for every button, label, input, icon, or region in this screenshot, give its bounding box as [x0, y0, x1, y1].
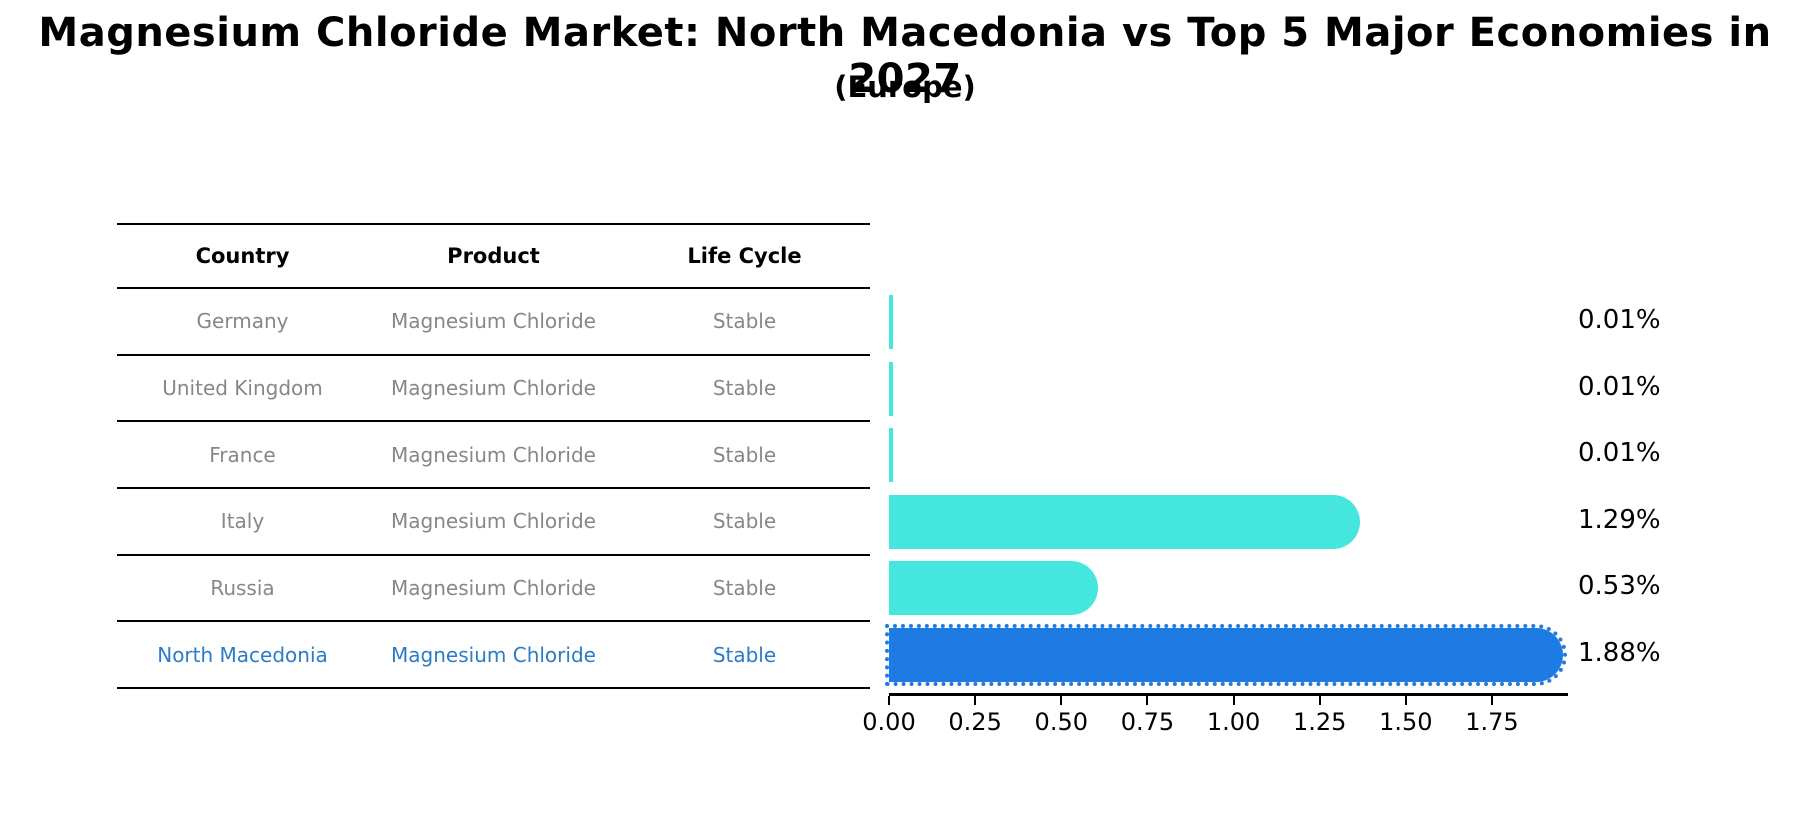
- table-header-life-cycle: Life Cycle: [687, 244, 802, 268]
- bar-value-label: 0.53%: [1578, 571, 1661, 602]
- bar-value-label: 0.01%: [1578, 305, 1661, 335]
- life-cycle-cell: Stable: [712, 376, 777, 401]
- x-axis-tick-label: 1.25: [1292, 708, 1347, 736]
- country-cell: United Kingdom: [162, 376, 323, 401]
- product-cell: Magnesium Chloride: [391, 576, 596, 601]
- x-axis-tick-mark: [1232, 696, 1235, 705]
- x-axis-tick-label: 1.50: [1379, 708, 1433, 736]
- bar-france: [889, 428, 893, 483]
- table-row: France Magnesium Chloride Stable: [117, 422, 870, 490]
- x-axis-tick-mark: [1146, 696, 1149, 705]
- x-axis-tick-label: 1.75: [1465, 708, 1519, 736]
- table-row: Italy Magnesium Chloride Stable: [117, 489, 870, 556]
- table-row: United Kingdom Magnesium Chloride Stable: [117, 356, 870, 423]
- country-cell: Italy: [220, 509, 265, 534]
- table-header-country: Country: [195, 244, 290, 268]
- chart-title: Magnesium Chloride Market: North Macedon…: [38, 10, 1772, 102]
- bar-value-label: 0.01%: [1578, 438, 1661, 469]
- x-axis-tick-mark: [1060, 696, 1063, 705]
- life-cycle-cell: Stable: [712, 509, 777, 534]
- life-cycle-cell: Stable: [712, 442, 777, 467]
- product-cell: Magnesium Chloride: [391, 442, 596, 467]
- bar-highlight-north-macedonia: [885, 624, 1567, 686]
- bar-value-label: 0.01%: [1578, 371, 1661, 402]
- bar-italy: [889, 494, 1360, 549]
- chart-subtitle: (Europe): [834, 70, 976, 104]
- product-cell: Magnesium Chloride: [391, 309, 596, 334]
- x-axis-tick-mark: [1318, 696, 1321, 705]
- bar-value-label: 1.88%: [1578, 638, 1661, 668]
- table-header-row: Country Product Life Cycle: [117, 223, 870, 289]
- bar-germany: [889, 295, 893, 349]
- country-cell: Russia: [210, 576, 275, 601]
- x-axis-tick-label: 0.25: [948, 708, 1002, 736]
- country-cell: Germany: [196, 309, 289, 334]
- country-table: Country Product Life Cycle Germany Magnes…: [117, 223, 870, 690]
- table-body: Germany Magnesium Chloride Stable United Ki…: [117, 289, 870, 690]
- x-axis-tick-mark: [1490, 696, 1493, 705]
- product-cell: Magnesium Chloride: [391, 509, 596, 534]
- table-header-product: Product: [447, 244, 540, 268]
- table-row: North Macedonia Magnesium Chloride Stable: [117, 622, 870, 690]
- life-cycle-cell: Stable: [712, 642, 777, 667]
- table-row: Germany Magnesium Chloride Stable: [117, 289, 870, 356]
- x-axis-tick-mark: [974, 696, 977, 705]
- table-row: Russia Magnesium Chloride Stable: [117, 556, 870, 623]
- x-axis-tick-label: 0.00: [862, 708, 916, 736]
- bar-united-kingdom: [889, 361, 893, 416]
- bar-value-label: 1.29%: [1578, 504, 1661, 535]
- product-cell: Magnesium Chloride: [391, 642, 596, 667]
- x-axis-tick-label: 0.75: [1120, 708, 1175, 736]
- life-cycle-cell: Stable: [712, 309, 777, 334]
- bar-russia: [889, 561, 1099, 616]
- life-cycle-cell: Stable: [712, 576, 777, 601]
- x-axis-tick-mark: [888, 696, 890, 705]
- x-axis-tick-label: 0.50: [1034, 708, 1088, 736]
- x-axis-line: [889, 693, 1568, 696]
- x-axis-tick-label: 1.00: [1206, 708, 1261, 736]
- x-axis-tick-mark: [1404, 696, 1407, 705]
- country-cell: North Macedonia: [157, 642, 328, 667]
- product-cell: Magnesium Chloride: [391, 376, 596, 401]
- country-cell: France: [209, 442, 276, 467]
